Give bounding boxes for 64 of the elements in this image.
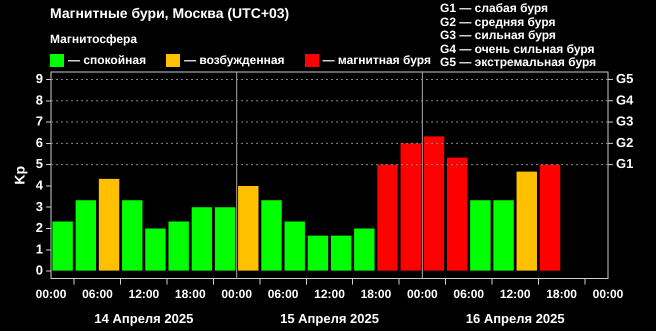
x-tick-label: 06:00 bbox=[268, 287, 299, 302]
legend-title: Магнитосфера bbox=[50, 32, 138, 46]
x-tick-label: 06:00 bbox=[82, 287, 114, 302]
y-tick-label: 3 bbox=[36, 198, 44, 214]
bar bbox=[308, 236, 328, 271]
x-tick-label: 18:00 bbox=[360, 287, 392, 302]
bar bbox=[261, 200, 282, 271]
bar bbox=[145, 228, 166, 271]
bar bbox=[76, 200, 96, 271]
text: 14 Апреля 2025 bbox=[94, 311, 194, 326]
legend-label: — магнитная буря bbox=[322, 53, 431, 67]
bar bbox=[122, 200, 142, 271]
x-tick-label: 00:00 bbox=[592, 287, 624, 302]
y-axis-title: Kp bbox=[11, 166, 28, 185]
bar bbox=[446, 158, 468, 271]
y-tick-label: 6 bbox=[36, 134, 44, 150]
bar bbox=[424, 136, 444, 271]
ref-line-label: G4 bbox=[616, 92, 634, 108]
x-tick-label: 12:00 bbox=[128, 287, 160, 302]
text: G3 — сильная буря bbox=[440, 28, 557, 42]
x-tick-label: 18:00 bbox=[174, 287, 206, 302]
ref-line-label: G3 bbox=[616, 114, 634, 129]
y-tick-label: 5 bbox=[36, 156, 44, 172]
y-tick-label: 8 bbox=[36, 92, 44, 108]
y-tick-label: 1 bbox=[36, 241, 44, 256]
legend-label: — спокойная bbox=[68, 53, 146, 67]
bar bbox=[540, 164, 560, 271]
y-tick-label: 7 bbox=[36, 114, 44, 129]
bar bbox=[516, 172, 537, 271]
ref-line-label: G2 bbox=[616, 134, 634, 150]
bar bbox=[238, 186, 258, 271]
chart-title: Магнитные бури, Москва (UTC+03) bbox=[50, 5, 290, 21]
bar bbox=[192, 207, 212, 271]
y-tick-label: 9 bbox=[36, 71, 44, 86]
bar bbox=[98, 178, 120, 271]
legend-label: — возбужденная bbox=[184, 53, 285, 67]
bar bbox=[284, 222, 305, 271]
x-tick-label: 00:00 bbox=[36, 287, 67, 302]
text: 15 Апреля 2025 bbox=[280, 311, 379, 326]
bar bbox=[377, 164, 398, 271]
x-tick-label: 12:00 bbox=[500, 287, 531, 302]
text: 16 Апреля 2025 bbox=[466, 311, 565, 326]
bar bbox=[330, 236, 352, 271]
bar bbox=[470, 200, 491, 271]
text: G4 — очень сильная буря bbox=[440, 42, 596, 56]
y-tick-label: 4 bbox=[36, 178, 44, 193]
x-tick-label: 18:00 bbox=[546, 287, 578, 302]
x-tick-label: 12:00 bbox=[314, 287, 346, 302]
text: G5 — экстремальная буря bbox=[440, 55, 596, 70]
bar bbox=[354, 228, 375, 271]
bar bbox=[400, 143, 421, 271]
ref-line-label: G1 bbox=[616, 156, 634, 172]
ref-line-label: G5 bbox=[616, 71, 634, 86]
x-tick-label: 00:00 bbox=[221, 287, 252, 302]
y-tick-label: 2 bbox=[36, 220, 44, 236]
bar bbox=[168, 222, 189, 271]
text: G1 — слабая буря bbox=[440, 1, 550, 16]
bar bbox=[493, 200, 514, 271]
text: G2 — средняя буря bbox=[440, 14, 556, 29]
x-tick-label: 06:00 bbox=[453, 287, 484, 302]
bar bbox=[52, 222, 73, 271]
bar bbox=[214, 207, 236, 271]
y-tick-label: 0 bbox=[36, 262, 44, 278]
x-tick-label: 00:00 bbox=[406, 287, 438, 302]
